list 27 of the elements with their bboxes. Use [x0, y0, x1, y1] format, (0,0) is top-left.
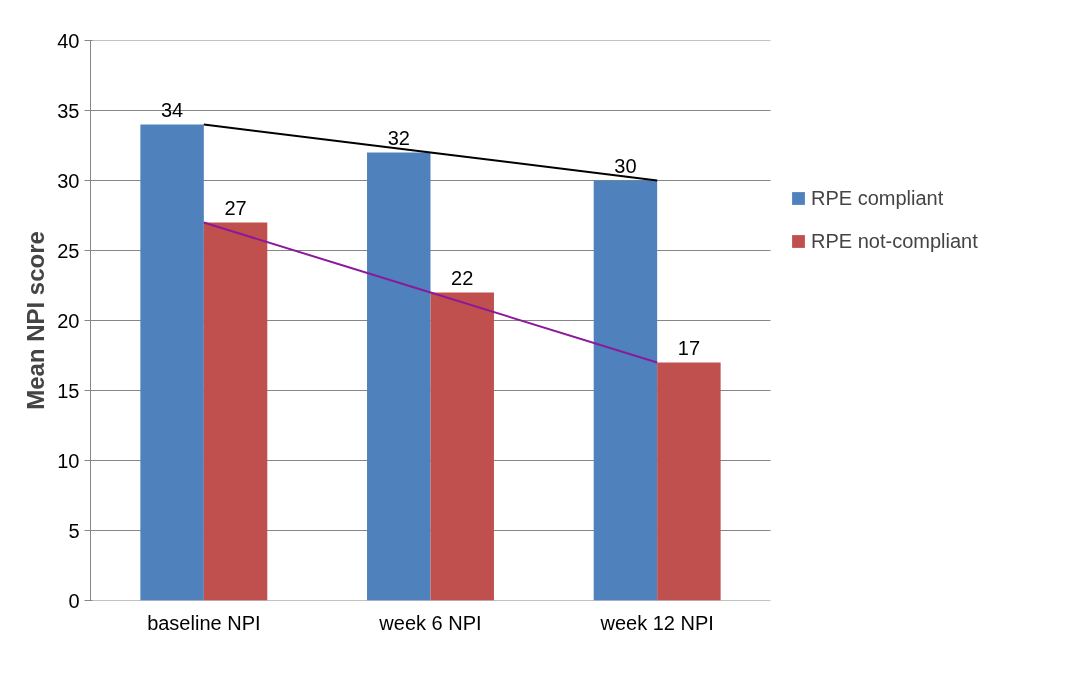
bar: [367, 152, 431, 601]
y-tick-label: 30: [57, 169, 80, 192]
y-tick-label: 20: [57, 309, 80, 332]
y-tick-label: 40: [57, 29, 80, 52]
legend-label: RPE compliant: [811, 186, 944, 210]
data-label: 22: [451, 266, 474, 289]
legend-label: RPE not-compliant: [811, 229, 978, 253]
y-tick-label: 0: [68, 589, 80, 612]
bar: [430, 292, 494, 601]
y-tick-label: 5: [68, 519, 80, 542]
y-tick-label: 35: [57, 99, 80, 122]
data-label: 30: [614, 154, 637, 177]
x-tick-label: week 6 NPI: [378, 611, 482, 634]
y-axis-title: Mean NPI score: [22, 231, 50, 410]
bar: [593, 180, 658, 601]
y-tick-label: 10: [57, 449, 80, 472]
x-tick-label: baseline NPI: [147, 611, 261, 634]
y-tick-label: 25: [57, 239, 80, 262]
bar: [203, 222, 268, 601]
data-label: 32: [387, 126, 410, 149]
bar: [657, 362, 721, 601]
x-tick-label: week 12 NPI: [599, 611, 714, 634]
y-tick-label: 15: [57, 379, 80, 402]
data-label: 17: [677, 336, 701, 359]
data-label: 34: [160, 98, 184, 121]
bar: [140, 124, 204, 601]
data-label: 27: [224, 196, 247, 219]
